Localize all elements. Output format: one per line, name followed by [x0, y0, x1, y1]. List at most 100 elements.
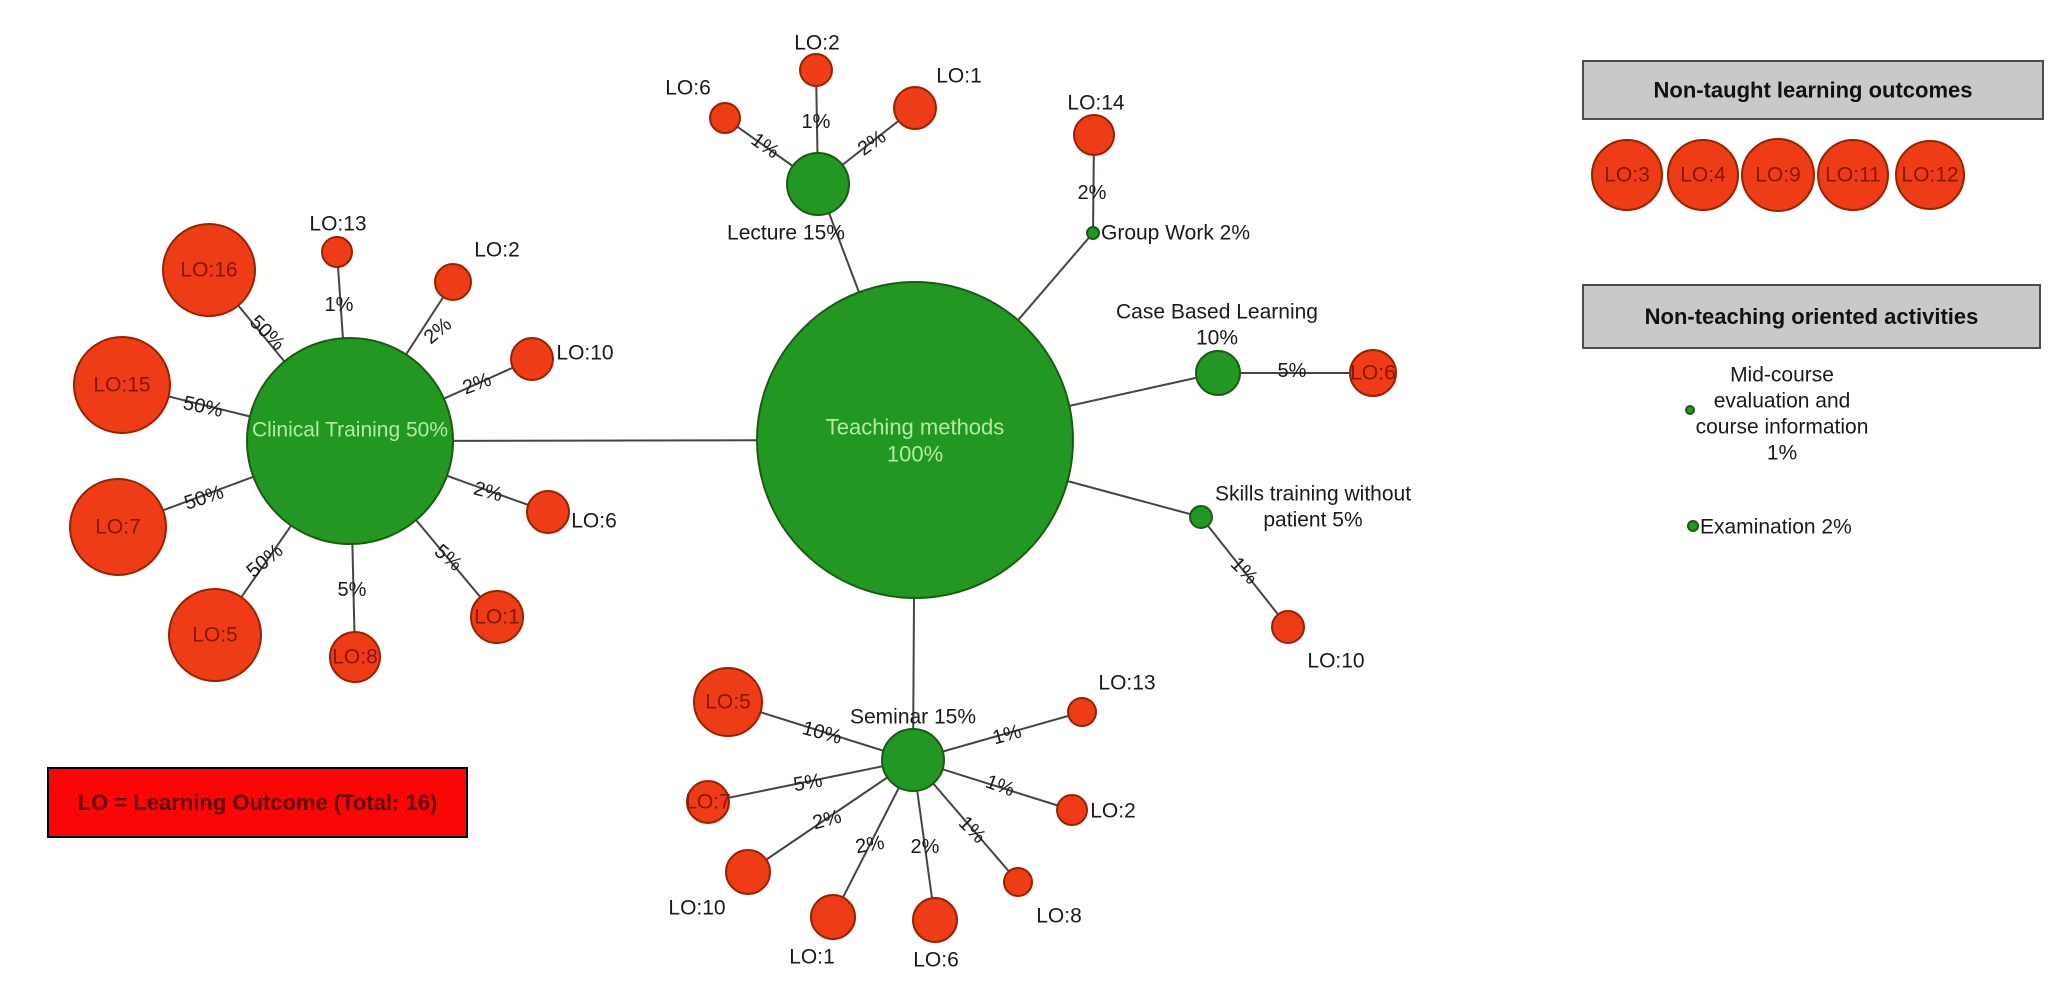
- edge-label-skills-sk-lo10: 1%: [1226, 553, 1262, 589]
- node-label-nt-lo12: LO:12: [1901, 164, 1958, 187]
- edge-label-clinical-cli-lo2: 2%: [420, 313, 456, 349]
- node-label-groupwork: Group Work 2%: [1101, 222, 1250, 245]
- node-label-gw-lo14: LO:14: [1067, 92, 1125, 115]
- node-label-cli-lo2: LO:2: [474, 239, 520, 262]
- node-label-examination: Examination 2%: [1700, 516, 1852, 539]
- node-label-sem-lo5: LO:5: [705, 691, 751, 714]
- edge-label-seminar-sem-lo1: 2%: [854, 832, 887, 859]
- edge-label-clinical-cli-lo16: 50%: [245, 311, 289, 355]
- node-label-midcourse: evaluation and: [1714, 390, 1851, 413]
- node-cli-lo7-circle: [69, 478, 167, 576]
- node-lecture-circle: [786, 152, 850, 216]
- edge-label-groupwork-gw-lo14: 2%: [1078, 182, 1107, 204]
- node-cb-lo6-circle: [1349, 349, 1397, 397]
- non-teaching-header: [1582, 284, 2041, 349]
- node-label-cli-lo7: LO:7: [95, 516, 141, 539]
- node-cli-lo2-circle: [434, 263, 472, 301]
- edge-label-clinical-cli-lo1: 5%: [430, 540, 466, 576]
- node-sem-lo6-circle: [912, 897, 958, 943]
- edge-label-seminar-sem-lo10: 2%: [810, 806, 844, 835]
- edge-label-lecture-lec-lo2: 1%: [802, 111, 831, 133]
- node-label-skills: patient 5%: [1263, 509, 1362, 532]
- edge-skills-sk-lo10: [1200, 516, 1289, 628]
- node-label-lec-lo1: LO:1: [936, 65, 982, 88]
- node-label-cli-lo6: LO:6: [571, 510, 617, 533]
- edge-label-clinical-cli-lo13: 1%: [325, 294, 354, 316]
- node-label-cli-lo15: LO:15: [93, 374, 150, 397]
- node-label-sem-lo1: LO:1: [789, 946, 835, 969]
- node-cli-lo13-circle: [321, 236, 353, 268]
- node-label-midcourse: 1%: [1767, 442, 1797, 465]
- node-label-cli-lo5: LO:5: [192, 624, 238, 647]
- node-label-sem-lo8: LO:8: [1036, 905, 1082, 928]
- node-cli-lo15-circle: [73, 336, 171, 434]
- node-label-seminar: Seminar 15%: [850, 706, 976, 729]
- edge-label-casebased-cb-lo6: 5%: [1278, 360, 1307, 382]
- node-nt-lo11-circle: [1817, 139, 1889, 211]
- node-seminar-circle: [881, 728, 945, 792]
- node-label-clinical: Clinical Training 50%: [252, 419, 448, 442]
- non-teaching-header-label: Non-teaching oriented activities: [1645, 304, 1979, 329]
- node-teaching-circle: [756, 281, 1074, 599]
- node-label-lecture: Lecture 15%: [727, 222, 845, 245]
- non-taught-header-label: Non-taught learning outcomes: [1654, 78, 1973, 103]
- node-lec-lo1-circle: [893, 86, 937, 130]
- node-label-cli-lo10: LO:10: [556, 342, 613, 365]
- node-label-cli-lo8: LO:8: [332, 646, 378, 669]
- edge-label-seminar-sem-lo13: 1%: [990, 721, 1024, 750]
- node-label-sk-lo10: LO:10: [1307, 650, 1364, 673]
- node-casebased-circle: [1195, 350, 1241, 396]
- node-skills-circle: [1189, 505, 1213, 529]
- lo-note-box-label: LO = Learning Outcome (Total: 16): [78, 790, 438, 815]
- edge-label-seminar-sem-lo2: 1%: [983, 771, 1018, 802]
- node-label-casebased: 10%: [1196, 327, 1238, 350]
- node-cli-lo5-circle: [168, 588, 262, 682]
- node-cli-lo10-circle: [510, 337, 554, 381]
- node-sem-lo10-circle: [725, 849, 771, 895]
- node-label-cli-lo13: LO:13: [309, 213, 366, 236]
- node-cli-lo16-circle: [162, 223, 256, 317]
- node-label-cli-lo16: LO:16: [180, 259, 237, 282]
- node-sem-lo1-circle: [810, 894, 856, 940]
- edge-label-seminar-sem-lo7: 5%: [792, 770, 825, 797]
- node-label-nt-lo3: LO:3: [1604, 164, 1650, 187]
- node-label-midcourse: course information: [1696, 416, 1869, 439]
- node-sem-lo2-circle: [1056, 794, 1088, 826]
- node-groupwork-circle: [1086, 226, 1100, 240]
- node-midcourse-circle: [1685, 405, 1695, 415]
- node-label-teaching: Teaching methods: [826, 415, 1005, 440]
- node-label-sem-lo6: LO:6: [913, 949, 959, 972]
- node-nt-lo12-circle: [1895, 140, 1965, 210]
- node-nt-lo3-circle: [1591, 139, 1663, 211]
- node-label-lec-lo6: LO:6: [665, 77, 711, 100]
- node-label-nt-lo11: LO:11: [1825, 164, 1881, 187]
- edge-label-seminar-sem-lo6: 2%: [911, 836, 940, 858]
- node-label-skills: Skills training without: [1215, 483, 1411, 506]
- edge-label-clinical-cli-lo10: 2%: [460, 369, 495, 400]
- node-label-nt-lo9: LO:9: [1755, 164, 1801, 187]
- node-sem-lo7-circle: [686, 780, 730, 824]
- edge-seminar-sem-lo7: [707, 759, 914, 803]
- edge-label-clinical-cli-lo7: 50%: [182, 481, 227, 514]
- node-label-casebased: Case Based Learning: [1116, 301, 1318, 324]
- node-lec-lo2-circle: [799, 53, 833, 87]
- non-taught-header: [1582, 60, 2044, 120]
- node-label-cli-lo1: LO:1: [474, 606, 520, 629]
- node-clinical-circle: [246, 337, 454, 545]
- node-sem-lo13-circle: [1067, 697, 1097, 727]
- node-label-sem-lo7: LO:7: [685, 791, 731, 814]
- node-label-teaching: 100%: [887, 442, 943, 467]
- node-lec-lo6-circle: [709, 102, 741, 134]
- node-label-lec-lo2: LO:2: [794, 32, 840, 55]
- edge-seminar-sem-lo10: [747, 759, 914, 873]
- node-sk-lo10-circle: [1271, 610, 1305, 644]
- node-sem-lo5-circle: [693, 667, 763, 737]
- node-nt-lo4-circle: [1667, 139, 1739, 211]
- lo-note-box: [47, 767, 468, 838]
- edge-label-lecture-lec-lo6: 1%: [747, 129, 783, 164]
- edge-label-clinical-cli-lo6: 2%: [471, 478, 505, 507]
- node-label-sem-lo13: LO:13: [1098, 672, 1155, 695]
- node-nt-lo9-circle: [1741, 138, 1815, 212]
